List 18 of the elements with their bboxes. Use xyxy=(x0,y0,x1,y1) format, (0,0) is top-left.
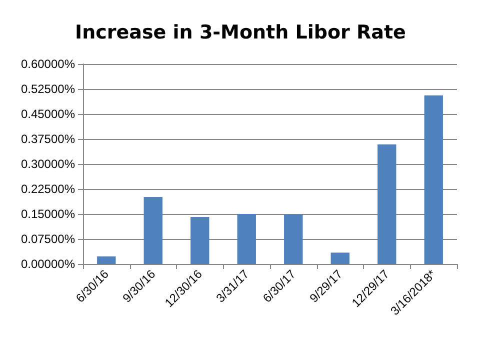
y-tick-label: 0.60000% xyxy=(20,57,76,71)
y-tick-label: 0.45000% xyxy=(20,107,76,121)
bar xyxy=(190,217,210,264)
y-tick-label: 0.07500% xyxy=(20,232,76,246)
chart-title: Increase in 3-Month Libor Rate xyxy=(75,22,406,44)
bar xyxy=(97,256,116,264)
y-tick-label: 0.52500% xyxy=(20,82,76,96)
bar xyxy=(378,144,396,264)
y-tick-label: 0.30000% xyxy=(20,157,76,171)
bar xyxy=(284,214,303,264)
bar xyxy=(424,95,443,264)
bar xyxy=(144,197,162,264)
y-tick-label: 0.15000% xyxy=(20,207,76,221)
y-tick-label: 0.00000% xyxy=(20,257,76,271)
y-tick-label: 0.37500% xyxy=(20,132,76,146)
y-tick-label: 0.22500% xyxy=(20,182,76,196)
bar xyxy=(330,252,350,264)
bar xyxy=(237,214,256,264)
